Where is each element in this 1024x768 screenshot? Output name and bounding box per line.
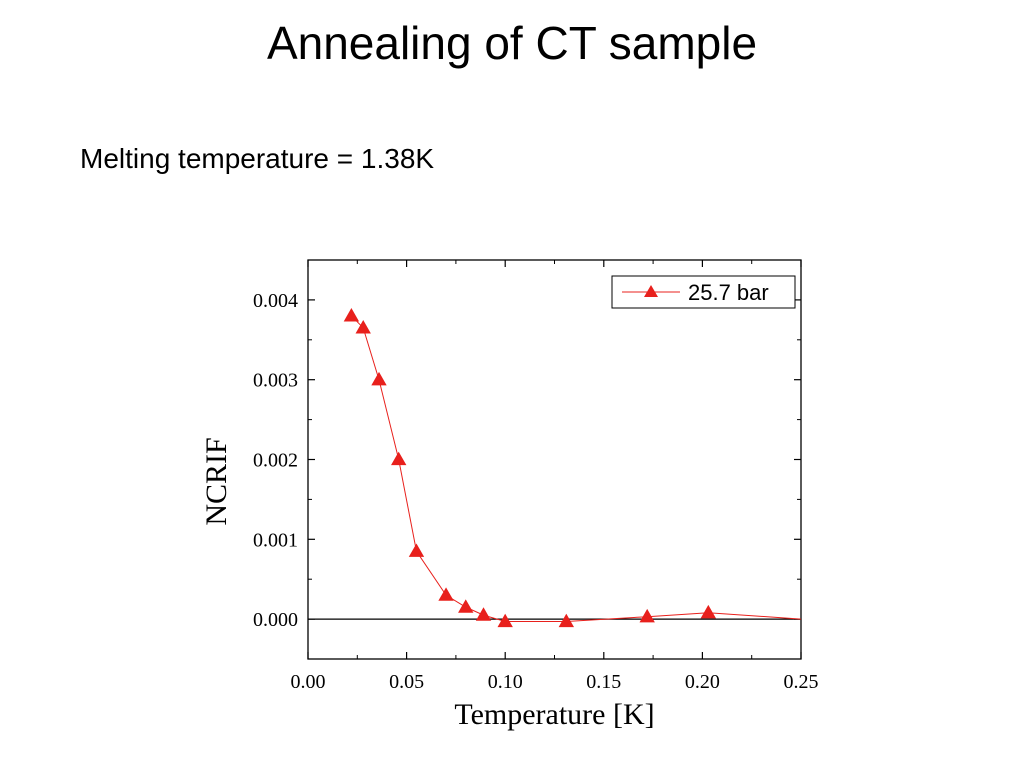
legend-triangle-marker: [644, 285, 658, 297]
data-point-triangle: [355, 320, 371, 334]
y-tick-label: 0.004: [253, 290, 298, 312]
data-point-triangle: [438, 587, 454, 601]
data-point-triangle: [639, 608, 655, 623]
y-tick-label: 0.003: [253, 370, 298, 392]
data-point-triangle: [371, 371, 387, 386]
data-point-triangle: [497, 613, 513, 628]
y-tick-label: 0.002: [253, 450, 298, 472]
y-tick-label: 0.001: [253, 529, 298, 551]
x-tick-label: 0.10: [488, 671, 523, 693]
data-point-triangle: [558, 613, 575, 628]
x-tick-label: 0.15: [586, 671, 621, 693]
data-point-triangle: [391, 451, 407, 466]
x-tick-label: 0.20: [685, 671, 720, 693]
legend-label: 25.7 bar: [688, 280, 769, 305]
y-axis-label: NCRIF: [200, 437, 233, 525]
slide-title: Annealing of CT sample: [266, 17, 758, 69]
x-tick-label: 0.25: [784, 671, 819, 693]
melting-temperature-text: Melting temperature = 1.38K: [80, 143, 435, 174]
x-tick-label: 0.00: [291, 671, 326, 693]
x-axis-label: Temperature [K]: [454, 698, 654, 731]
series-line: [351, 315, 802, 622]
data-point-triangle: [458, 599, 474, 613]
data-point-triangle: [475, 607, 492, 621]
data-point-triangle: [408, 543, 425, 557]
data-point-triangle: [700, 604, 717, 619]
plot-frame: [307, 259, 802, 660]
data-point-triangle: [343, 308, 360, 322]
x-tick-label: 0.05: [389, 671, 424, 693]
y-tick-label: 0.000: [253, 609, 298, 631]
